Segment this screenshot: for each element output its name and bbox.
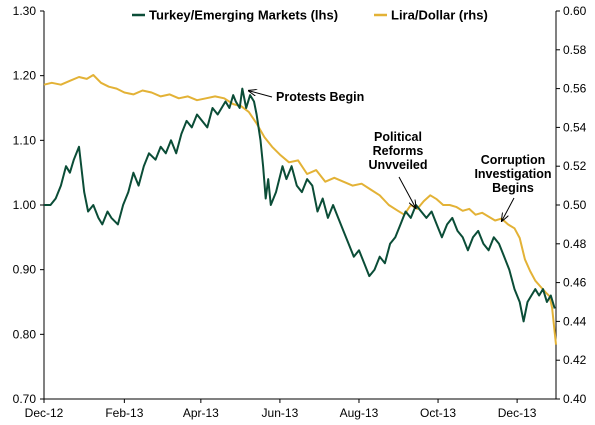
annotation-line: Begins bbox=[492, 181, 534, 195]
x-tick-label: Dec-13 bbox=[498, 406, 537, 420]
series-layer bbox=[43, 74, 557, 345]
x-tick-label: Apr-13 bbox=[183, 406, 219, 420]
legend-item-lira-dollar-label: Lira/Dollar (rhs) bbox=[391, 8, 488, 23]
y-right-tick-label: 0.50 bbox=[563, 198, 587, 212]
annotation-arrow bbox=[248, 91, 273, 98]
y-right-tick-label: 0.48 bbox=[563, 237, 587, 251]
annotations: Protests Begin Political Reforms Unvveiled C… bbox=[248, 90, 552, 221]
y-right-tick-label: 0.40 bbox=[563, 392, 587, 406]
y-right-tick-label: 0.42 bbox=[563, 353, 587, 367]
y-right-tick-label: 0.58 bbox=[563, 43, 587, 57]
annotation-line: Corruption bbox=[481, 153, 546, 167]
y-left-tick-label: 0.70 bbox=[13, 392, 37, 406]
annotation-arrow bbox=[502, 197, 515, 221]
x-tick-label: Aug-13 bbox=[340, 406, 379, 420]
annotation-label: Corruption Investigation Begins bbox=[474, 153, 551, 195]
y-right-tick-label: 0.54 bbox=[563, 120, 587, 134]
annotation-line: Unvveiled bbox=[368, 158, 427, 172]
y-left-tick-label: 0.80 bbox=[13, 327, 37, 341]
annotation-line: Protests Begin bbox=[276, 90, 364, 104]
y-right-tick-label: 0.60 bbox=[563, 4, 587, 18]
y-right-tick-label: 0.46 bbox=[563, 276, 587, 290]
series-line-lira-dollar bbox=[43, 74, 557, 345]
y-axis-right: 0.40 0.42 0.44 0.46 0.48 0.50 0.52 0.54 0.56 0.58… bbox=[556, 4, 587, 406]
x-tick-label: Feb-13 bbox=[105, 406, 143, 420]
x-axis: Dec-12 Feb-13 Apr-13 Jun-13 Aug-13 Oct-13 Dec-… bbox=[25, 399, 537, 420]
x-tick-label: Oct-13 bbox=[420, 406, 456, 420]
x-tick-label: Jun-13 bbox=[262, 406, 299, 420]
annotation-line: Political bbox=[374, 130, 422, 144]
y-right-tick-label: 0.56 bbox=[563, 82, 587, 96]
annotation-line: Investigation bbox=[474, 167, 551, 181]
annotation-label: Protests Begin bbox=[276, 90, 364, 104]
y-left-tick-label: 0.90 bbox=[13, 263, 37, 277]
annotation-line: Reforms bbox=[373, 144, 424, 158]
legend-item-turkey-em-label: Turkey/Emerging Markets (lhs) bbox=[149, 8, 338, 23]
y-right-tick-label: 0.52 bbox=[563, 159, 587, 173]
y-axis-left: 0.70 0.80 0.90 1.00 1.10 1.20 1.30 bbox=[13, 4, 44, 406]
y-right-tick-label: 0.44 bbox=[563, 314, 587, 328]
y-left-tick-label: 1.00 bbox=[13, 198, 37, 212]
y-left-tick-label: 1.10 bbox=[13, 133, 37, 147]
annotation-arrow bbox=[398, 176, 416, 208]
x-tick-label: Dec-12 bbox=[25, 406, 64, 420]
y-left-tick-label: 1.30 bbox=[13, 4, 37, 18]
series-line-turkey-em bbox=[44, 87, 556, 323]
legend: Turkey/Emerging Markets (lhs) Lira/Dollar… bbox=[132, 8, 488, 23]
annotation-label: Political Reforms Unvveiled bbox=[368, 130, 427, 172]
plot-frame bbox=[43, 11, 557, 400]
y-left-tick-label: 1.20 bbox=[13, 69, 37, 83]
